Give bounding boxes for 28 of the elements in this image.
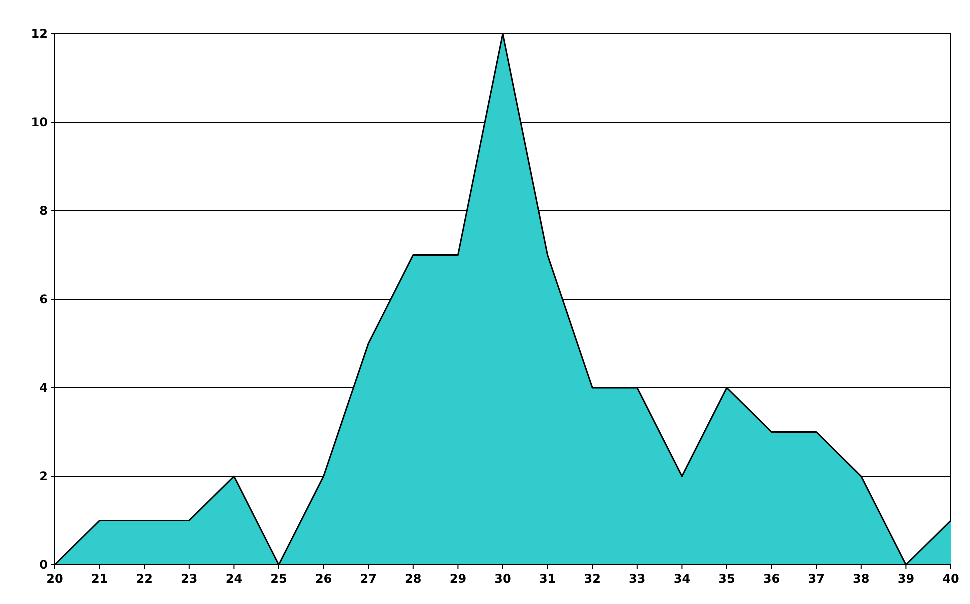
x-tick-label: 25	[270, 572, 288, 586]
x-tick-label: 24	[226, 572, 243, 586]
x-tick-label: 36	[763, 572, 780, 586]
x-tick-label: 38	[853, 572, 870, 586]
x-tick-label: 23	[181, 572, 198, 586]
y-tick-label: 6	[40, 292, 48, 307]
x-tick-label: 30	[494, 572, 512, 586]
x-tick-label: 29	[450, 572, 467, 586]
x-tick-label: 26	[315, 572, 332, 586]
x-tick-label: 21	[91, 572, 108, 586]
x-tick-label: 31	[539, 572, 556, 586]
y-tick-label: 12	[31, 27, 48, 42]
x-tick-label: 22	[136, 572, 153, 586]
x-tick-label: 20	[46, 572, 64, 586]
x-tick-label: 35	[718, 572, 736, 586]
y-tick-label: 2	[40, 470, 48, 484]
x-tick-label: 40	[942, 572, 960, 586]
x-tick-label: 34	[674, 572, 691, 586]
y-tick-label: 8	[40, 204, 48, 218]
x-tick-label: 27	[360, 572, 377, 586]
y-tick-label: 10	[31, 116, 48, 130]
y-tick-label: 0	[40, 558, 48, 572]
x-tick-label: 28	[405, 572, 422, 586]
x-tick-label: 33	[629, 572, 646, 586]
x-tick-label: 39	[898, 572, 915, 586]
x-tick-label: 32	[584, 572, 601, 586]
x-tick-label: 37	[808, 572, 825, 586]
y-tick-label: 4	[40, 381, 48, 396]
